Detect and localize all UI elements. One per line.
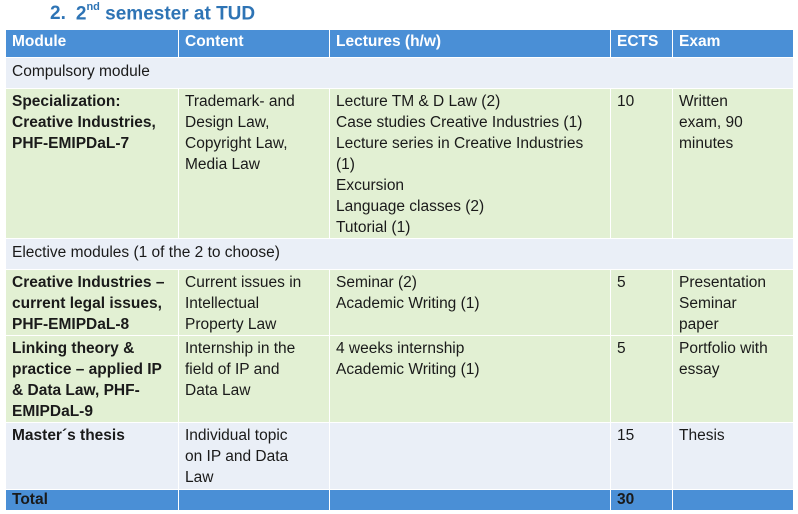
content-line: Design Law, — [185, 114, 270, 131]
module-line: Creative Industries – — [12, 274, 165, 291]
lectures-line: 4 weeks internship — [336, 340, 465, 357]
content-cell: Individual topic on IP and Data Law — [178, 422, 330, 490]
elective-section-row: Elective modules (1 of the 2 to choose) — [5, 238, 794, 270]
module-line: current legal issues, — [12, 295, 162, 312]
module-cell: Master´s thesis — [5, 422, 179, 490]
lectures-line: Excursion — [336, 177, 405, 194]
content-cell: Trademark- and Design Law, Copyright Law, M… — [178, 88, 330, 239]
table-row: Creative Industries – current legal issue… — [5, 269, 794, 336]
section-title-suffix: nd — [86, 1, 100, 13]
exam-cell: Portfolio with essay — [672, 335, 794, 423]
header-module: Module — [5, 29, 179, 58]
elective-label: Elective modules (1 of the 2 to choose) — [5, 238, 794, 270]
lectures-line: (1) — [336, 156, 355, 173]
section-title-ordinal: 2 — [75, 3, 87, 25]
module-line: Linking theory & — [12, 340, 135, 357]
content-line: Individual topic — [185, 427, 288, 444]
content-line: Law — [185, 469, 214, 486]
lectures-line: Tutorial (1) — [336, 219, 411, 236]
lectures-line: Lecture series in Creative Industries — [336, 135, 584, 152]
table-row: Master´s thesis Individual topic on IP an… — [5, 422, 794, 490]
content-cell: Current issues in Intellectual Property La… — [178, 269, 330, 336]
total-label: Total — [5, 489, 179, 511]
header-lectures: Lectures (h/w) — [329, 29, 611, 58]
content-line: Intellectual — [185, 295, 260, 312]
exam-line: Thesis — [679, 427, 725, 444]
ects-cell: 10 — [610, 88, 673, 239]
exam-cell: Thesis — [672, 422, 794, 490]
lectures-cell: 4 weeks internship Academic Writing (1) — [329, 335, 611, 423]
total-row: Total 30 — [5, 489, 794, 511]
header-content: Content — [178, 29, 330, 58]
module-cell: Linking theory & practice – applied IP & D… — [5, 335, 179, 423]
section-heading: 2. 2nd semester at TUD — [50, 1, 256, 29]
module-line: PHF-EMIPDaL-8 — [12, 316, 130, 333]
module-cell: Specialization: Creative Industries, PHF-E… — [5, 88, 179, 239]
table-row: Linking theory & practice – applied IP & D… — [5, 335, 794, 423]
module-line: Creative Industries, — [12, 114, 156, 131]
ects-cell: 5 — [610, 335, 673, 423]
lectures-line: Lecture TM & D Law (2) — [336, 93, 501, 110]
compulsory-label: Compulsory module — [5, 57, 794, 89]
lectures-line: Seminar (2) — [336, 274, 417, 291]
module-line: practice – applied IP — [12, 361, 162, 378]
exam-line: Seminar — [679, 295, 737, 312]
content-line: Copyright Law, — [185, 135, 288, 152]
module-line: & Data Law, PHF- — [12, 382, 140, 399]
content-line: Data Law — [185, 382, 251, 399]
content-line: Trademark- and — [185, 93, 295, 110]
total-lectures-empty — [329, 489, 611, 511]
module-line: Master´s thesis — [12, 427, 125, 444]
content-cell: Internship in the field of IP and Data Law — [178, 335, 330, 423]
exam-cell: Written exam, 90 minutes — [672, 88, 794, 239]
ects-cell: 15 — [610, 422, 673, 490]
semester-table: Module Content Lectures (h/w) ECTS Exam … — [5, 29, 794, 511]
header-row: Module Content Lectures (h/w) ECTS Exam — [5, 29, 794, 58]
exam-line: Written — [679, 93, 728, 110]
content-line: Current issues in — [185, 274, 302, 291]
exam-line: essay — [679, 361, 720, 378]
lectures-line: Academic Writing (1) — [336, 361, 480, 378]
module-cell: Creative Industries – current legal issue… — [5, 269, 179, 336]
header-exam: Exam — [672, 29, 794, 58]
section-title-text: semester at TUD — [99, 3, 256, 25]
lectures-cell: Lecture TM & D Law (2) Case studies Creat… — [329, 88, 611, 239]
content-line: Media Law — [185, 156, 260, 173]
content-line: Property Law — [185, 316, 277, 333]
ects-cell: 5 — [610, 269, 673, 336]
exam-line: Presentation — [679, 274, 767, 291]
lectures-cell: Seminar (2) Academic Writing (1) — [329, 269, 611, 336]
content-line: Internship in the — [185, 340, 296, 357]
module-line: Specialization: — [12, 93, 121, 110]
compulsory-section-row: Compulsory module — [5, 57, 794, 89]
total-exam-empty — [672, 489, 794, 511]
module-line: PHF-EMIPDaL-7 — [12, 135, 130, 152]
section-number: 2. — [50, 3, 66, 25]
total-content-empty — [178, 489, 330, 511]
exam-line: exam, 90 — [679, 114, 743, 131]
lectures-line: Academic Writing (1) — [336, 295, 480, 312]
lectures-line: Case studies Creative Industries (1) — [336, 114, 583, 131]
content-line: field of IP and — [185, 361, 280, 378]
exam-line: minutes — [679, 135, 734, 152]
module-line: EMIPDaL-9 — [12, 403, 93, 420]
lectures-line: Language classes (2) — [336, 198, 485, 215]
lectures-cell — [329, 422, 611, 490]
table-row: Specialization: Creative Industries, PHF-E… — [5, 88, 794, 239]
total-ects: 30 — [610, 489, 673, 511]
header-ects: ECTS — [610, 29, 673, 58]
exam-line: Portfolio with — [679, 340, 768, 357]
exam-line: paper — [679, 316, 719, 333]
content-line: on IP and Data — [185, 448, 289, 465]
exam-cell: Presentation Seminar paper — [672, 269, 794, 336]
